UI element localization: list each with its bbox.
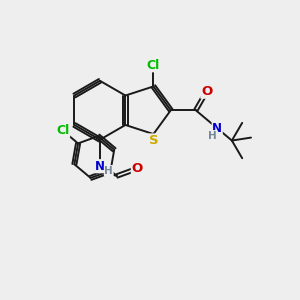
Text: N: N <box>212 122 222 135</box>
Text: Cl: Cl <box>147 59 160 72</box>
Text: H: H <box>208 130 216 141</box>
Text: H: H <box>104 166 113 176</box>
Text: O: O <box>131 162 143 175</box>
Text: O: O <box>201 85 212 98</box>
Text: Cl: Cl <box>56 124 70 137</box>
Text: S: S <box>148 134 158 147</box>
Text: N: N <box>95 160 105 173</box>
